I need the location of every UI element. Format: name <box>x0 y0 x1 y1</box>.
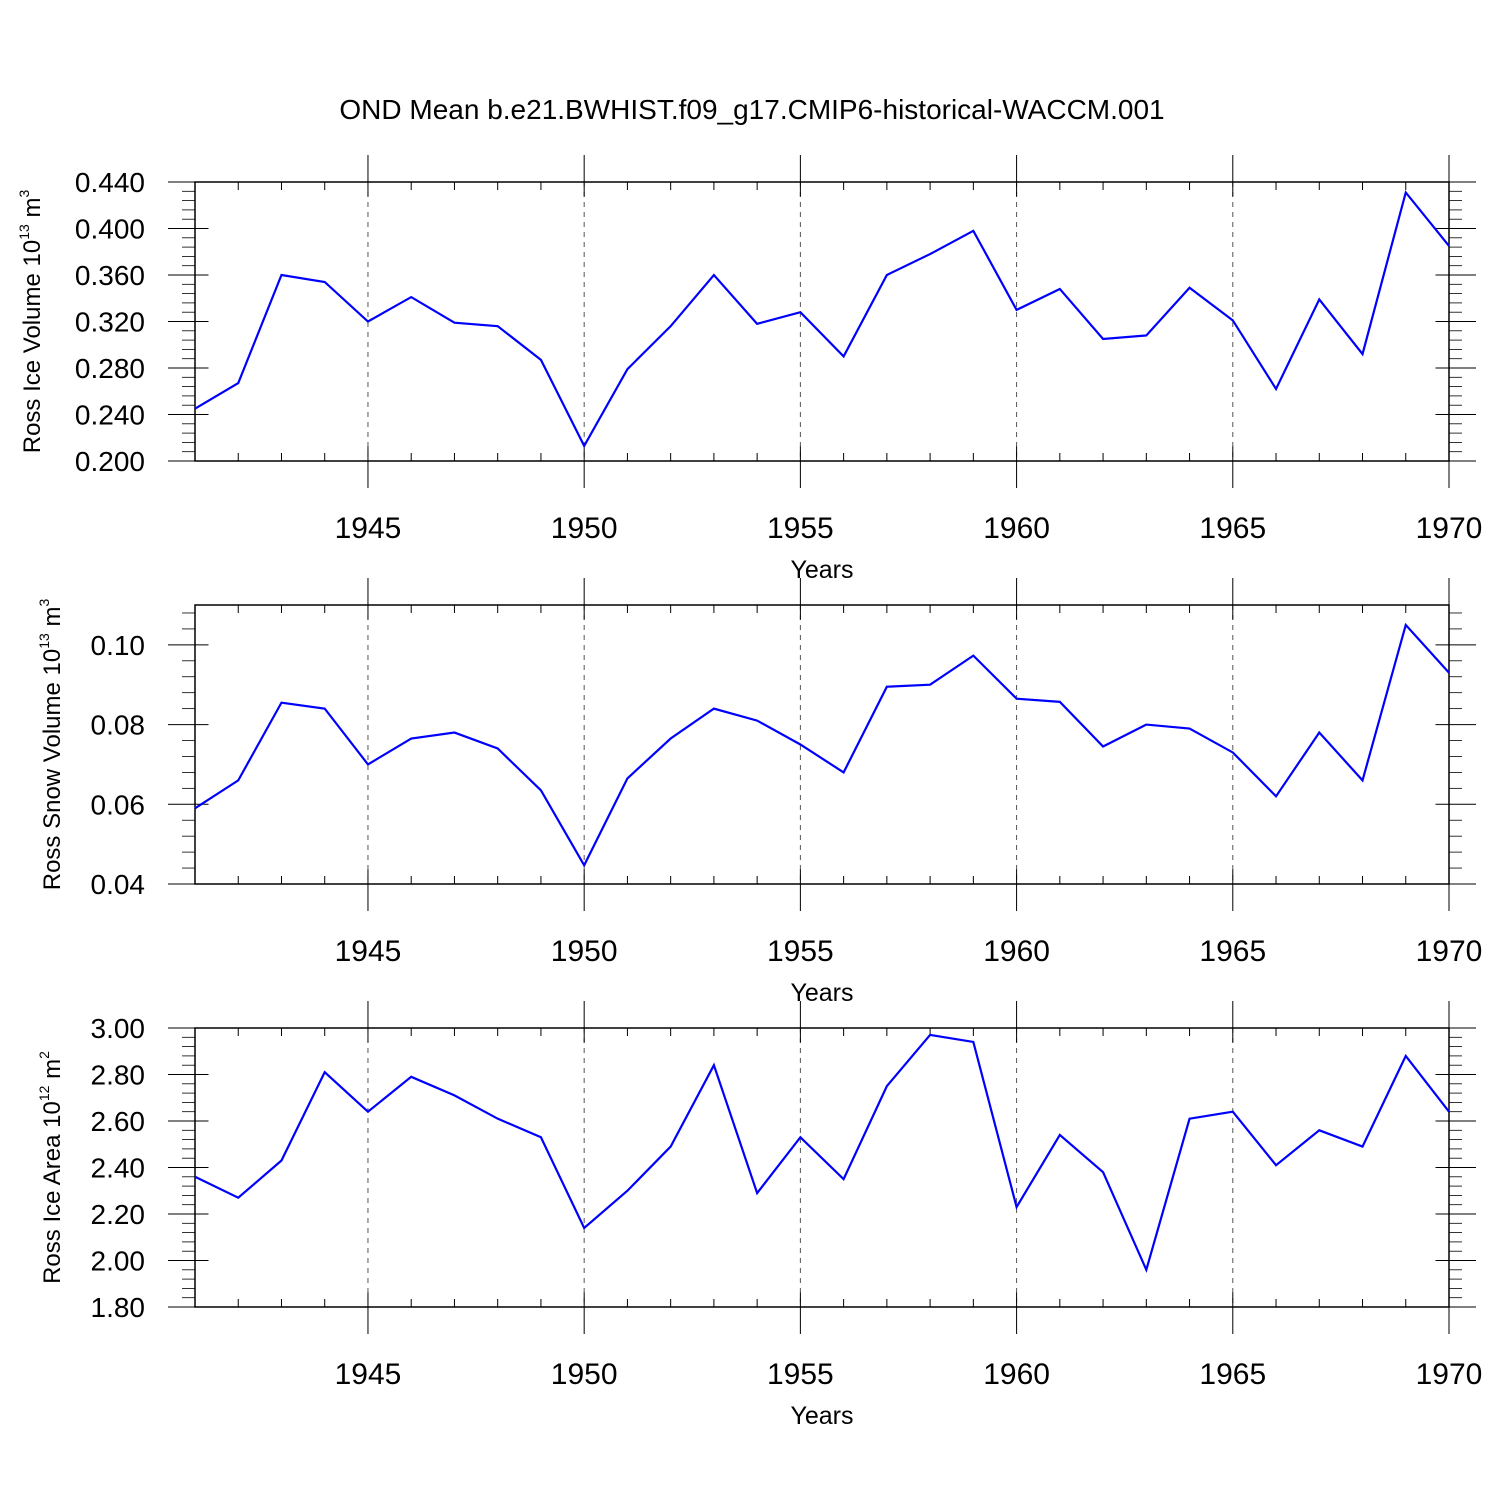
y-tick-label: 0.240 <box>75 400 145 431</box>
plot-frame <box>194 1027 1450 1308</box>
x-tick-label: 1960 <box>983 512 1050 545</box>
x-tick-label: 1955 <box>767 512 834 545</box>
y-tick-label: 0.200 <box>75 446 145 477</box>
x-tick-label: 1960 <box>983 935 1050 968</box>
series-line <box>194 1033 1450 1274</box>
x-tick-label: 1945 <box>335 512 402 545</box>
y-tick-label: 0.400 <box>75 214 145 245</box>
y-tick-label: 0.440 <box>75 167 145 198</box>
x-axis-label: Years <box>790 979 853 1007</box>
y-tick-label: 2.60 <box>91 1106 146 1137</box>
y-tick-label: 2.00 <box>91 1246 146 1277</box>
x-tick-label: 1965 <box>1199 512 1266 545</box>
y-tick-label: 0.06 <box>91 789 146 820</box>
x-tick-label: 1955 <box>767 935 834 968</box>
x-tick-label: 1965 <box>1199 935 1266 968</box>
y-tick-label: 2.20 <box>91 1199 146 1230</box>
x-tick-label: 1970 <box>1416 1358 1483 1391</box>
y-tick-label: 2.40 <box>91 1153 146 1184</box>
y-axis-label: Ross Ice Volume 1013 m3 <box>16 190 46 454</box>
x-axis-label: Years <box>790 1402 853 1430</box>
series-line <box>194 622 1450 868</box>
plot-frame <box>194 181 1450 462</box>
y-tick-label: 0.280 <box>75 353 145 384</box>
y-tick-label: 1.80 <box>91 1292 146 1323</box>
y-tick-label: 0.04 <box>91 869 146 900</box>
y-axis-label: Ross Snow Volume 1013 m3 <box>36 599 66 891</box>
y-axis-label: Ross Ice Area 1012 m2 <box>36 1051 66 1284</box>
x-tick-label: 1950 <box>551 935 618 968</box>
x-tick-label: 1960 <box>983 1358 1050 1391</box>
y-tick-label: 0.08 <box>91 710 146 741</box>
x-axis-label: Years <box>790 556 853 584</box>
x-tick-label: 1970 <box>1416 512 1483 545</box>
y-tick-label: 0.10 <box>91 630 146 661</box>
x-tick-label: 1955 <box>767 1358 834 1391</box>
y-tick-label: 3.00 <box>91 1013 146 1044</box>
y-tick-label: 0.320 <box>75 307 145 338</box>
figure-title: OND Mean b.e21.BWHIST.f09_g17.CMIP6-hist… <box>339 94 1164 125</box>
x-tick-label: 1945 <box>335 935 402 968</box>
x-tick-label: 1950 <box>551 512 618 545</box>
chart-panel-2: 0.04 0.06 0.08 0.10 1945 1950 1955 1960 1965 1970… <box>36 578 1482 1007</box>
series-line <box>194 190 1450 449</box>
chart-panel-1: 0.200 0.240 0.280 0.320 0.360 0.400 0.440 1945 1… <box>16 155 1482 584</box>
x-tick-label: 1950 <box>551 1358 618 1391</box>
y-tick-label: 2.80 <box>91 1060 146 1091</box>
y-tick-label: 0.360 <box>75 260 145 291</box>
plot-frame <box>194 604 1450 885</box>
x-tick-label: 1970 <box>1416 935 1483 968</box>
x-tick-label: 1965 <box>1199 1358 1266 1391</box>
x-tick-label: 1945 <box>335 1358 402 1391</box>
chart-panel-3: 1.80 2.00 2.20 2.40 2.60 2.80 3.00 1945 1950 1955… <box>36 1001 1482 1430</box>
